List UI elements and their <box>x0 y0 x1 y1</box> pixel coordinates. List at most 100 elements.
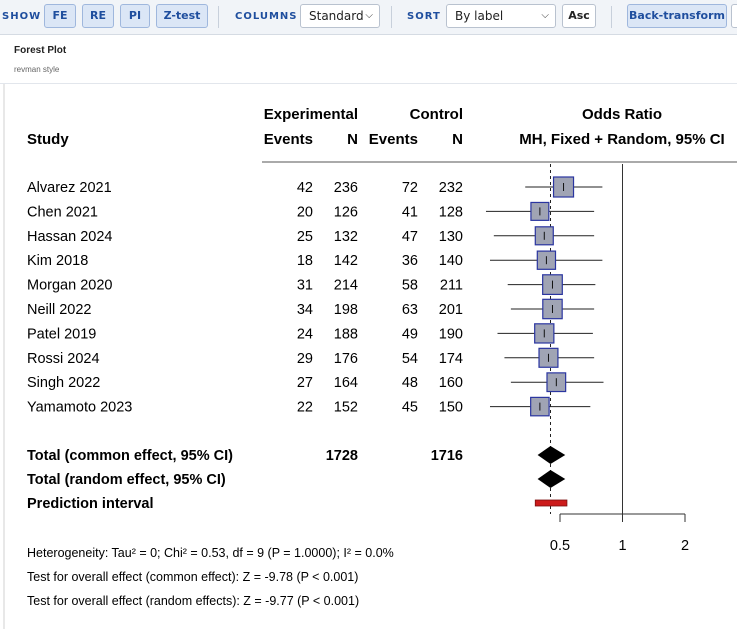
study-name: Kim 2018 <box>27 253 88 269</box>
exp-n-value: 126 <box>334 204 358 220</box>
ctl-events-value: 58 <box>402 278 418 294</box>
toolbar-divider <box>391 6 392 28</box>
study-row: Patel 2019 24 188 49 190 <box>27 323 593 344</box>
exp-n-value: 164 <box>334 375 358 391</box>
exp-n-value: 214 <box>334 278 358 294</box>
columns-select-value: Standard <box>309 9 364 23</box>
show-label: SHOW <box>2 11 42 22</box>
ctl-n-value: 140 <box>439 253 463 269</box>
study-name: Chen 2021 <box>27 204 98 220</box>
x-tick-label: 1 <box>618 538 626 554</box>
toolbar-divider <box>218 6 219 28</box>
study-row: Chen 2021 20 126 41 128 <box>27 201 595 221</box>
exp-n-value: 236 <box>334 180 358 196</box>
exp-events-header: Events <box>264 131 313 148</box>
exp-n-value: 188 <box>334 326 358 342</box>
exp-n-value: 152 <box>334 400 358 416</box>
ctl-n-value: 174 <box>439 351 463 367</box>
study-name: Singh 2022 <box>27 375 100 391</box>
prediction-interval-label: Prediction interval <box>27 496 154 512</box>
asc-button[interactable]: Asc <box>562 4 596 28</box>
odds-ratio-subheader: MH, Fixed + Random, 95% CI <box>519 131 724 148</box>
chevron-down-icon: ⌵ <box>365 10 373 21</box>
pi-toggle-button[interactable]: PI <box>120 4 150 28</box>
study-row: Singh 2022 27 164 48 160 <box>27 372 604 393</box>
study-name: Hassan 2024 <box>27 229 112 245</box>
ctl-events-value: 48 <box>402 375 418 391</box>
chevron-down-icon: ⌵ <box>541 10 549 21</box>
exp-events-value: 20 <box>297 204 313 220</box>
study-row: Alvarez 2021 42 236 72 232 <box>27 176 603 198</box>
columns-label: COLUMNS <box>235 11 298 22</box>
test-random-text: Test for overall effect (random effects)… <box>27 594 359 608</box>
fe-toggle-button[interactable]: FE <box>44 4 76 28</box>
exp-events-value: 22 <box>297 400 313 416</box>
exp-events-value: 34 <box>297 302 313 318</box>
exp-events-value: 29 <box>297 351 313 367</box>
panel-header: Forest Plot revman style <box>0 35 737 84</box>
ctl-n-value: 211 <box>440 278 463 294</box>
prediction-interval-bar <box>534 499 568 507</box>
exp-events-value: 25 <box>297 229 313 245</box>
heterogeneity-text: Heterogeneity: Tau² = 0; Chi² = 0.53, df… <box>27 546 394 560</box>
study-name: Rossi 2024 <box>27 351 100 367</box>
random-effect-diamond <box>537 470 566 488</box>
ctl-n-header: N <box>452 131 463 148</box>
study-name: Alvarez 2021 <box>27 180 112 196</box>
re-toggle-button[interactable]: RE <box>82 4 114 28</box>
odds-ratio-header: Odds Ratio <box>582 106 662 123</box>
test-common-text: Test for overall effect (common effect):… <box>27 570 358 584</box>
overflow-button[interactable] <box>731 4 737 28</box>
forest-plot: Experimental Control Odds Ratio Study Ev… <box>3 84 737 629</box>
back-transform-button[interactable]: Back-transform <box>627 4 727 28</box>
ctl-events-value: 72 <box>402 180 418 196</box>
sort-label: SORT <box>407 11 441 22</box>
control-header: Control <box>410 106 463 123</box>
study-row: Morgan 2020 31 214 58 211 <box>27 274 596 296</box>
study-name: Neill 2022 <box>27 302 92 318</box>
ctl-n-value: 190 <box>439 326 463 342</box>
total-common-label: Total (common effect, 95% CI) <box>27 448 233 464</box>
ctl-n-value: 160 <box>439 375 463 391</box>
study-row: Kim 2018 18 142 36 140 <box>27 250 603 270</box>
common-effect-diamond <box>537 446 566 464</box>
exp-n-value: 198 <box>334 302 358 318</box>
study-header: Study <box>27 131 69 148</box>
exp-n-header: N <box>347 131 358 148</box>
exp-events-value: 24 <box>297 326 313 342</box>
exp-events-value: 42 <box>297 180 313 196</box>
ctl-n-value: 130 <box>439 229 463 245</box>
ctl-events-header: Events <box>369 131 418 148</box>
z-test-toggle-button[interactable]: Z-test <box>156 4 208 28</box>
total-exp-n: 1728 <box>326 448 358 464</box>
x-tick-label: 2 <box>681 538 689 554</box>
experimental-header: Experimental <box>264 106 358 123</box>
exp-n-value: 132 <box>334 229 358 245</box>
ctl-events-value: 49 <box>402 326 418 342</box>
study-row: Neill 2022 34 198 63 201 <box>27 298 595 320</box>
ctl-n-value: 128 <box>439 204 463 220</box>
x-tick-label: 0.5 <box>550 538 570 554</box>
sort-select-value: By label <box>455 9 504 23</box>
study-name: Yamamoto 2023 <box>27 400 132 416</box>
ctl-n-value: 232 <box>439 180 463 196</box>
total-ctl-n: 1716 <box>431 448 463 464</box>
exp-n-value: 142 <box>334 253 358 269</box>
exp-events-value: 31 <box>297 278 313 294</box>
panel-subtitle: revman style <box>14 65 60 74</box>
toolbar: SHOW FE RE PI Z-test COLUMNS Standard ⌵ … <box>0 0 737 35</box>
study-row: Rossi 2024 29 176 54 174 <box>27 347 595 368</box>
study-row: Yamamoto 2023 22 152 45 150 <box>27 396 591 417</box>
toolbar-divider <box>611 6 612 28</box>
study-name: Patel 2019 <box>27 326 96 342</box>
total-random-label: Total (random effect, 95% CI) <box>27 472 226 488</box>
exp-n-value: 176 <box>334 351 358 367</box>
exp-events-value: 18 <box>297 253 313 269</box>
study-row: Hassan 2024 25 132 47 130 <box>27 226 595 246</box>
ctl-n-value: 150 <box>439 400 463 416</box>
sort-select[interactable]: By label ⌵ <box>446 4 556 28</box>
panel-title: Forest Plot <box>14 45 67 56</box>
columns-select[interactable]: Standard ⌵ <box>300 4 380 28</box>
ctl-events-value: 47 <box>402 229 418 245</box>
ctl-events-value: 41 <box>402 204 418 220</box>
